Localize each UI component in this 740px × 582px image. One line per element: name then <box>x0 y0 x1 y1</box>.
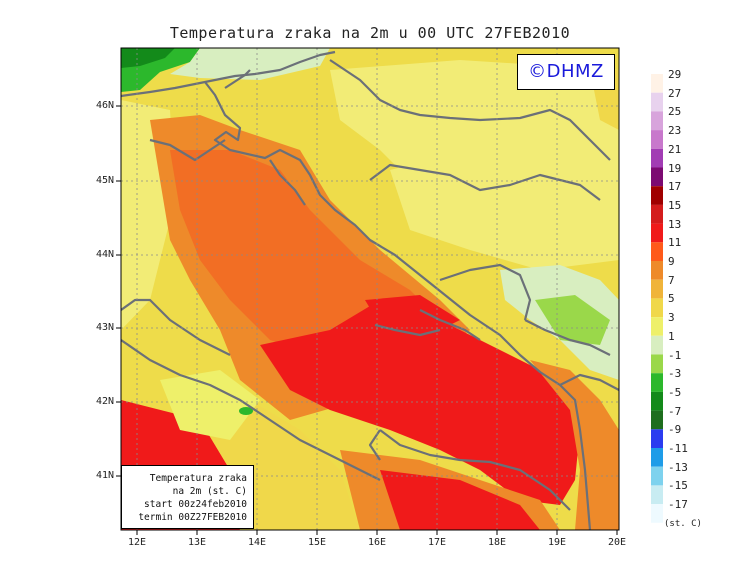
legend-swatch <box>651 186 663 205</box>
legend-swatch <box>651 410 663 430</box>
legend-label: 27 <box>668 86 682 100</box>
legend-label: -7 <box>668 404 682 418</box>
legend-label: 19 <box>668 161 682 175</box>
legend-label: 13 <box>668 217 682 231</box>
lat-label-43n: 43N <box>95 322 114 333</box>
legend-label: 5 <box>668 292 675 306</box>
legend-swatch <box>651 167 663 187</box>
legend-label: -17 <box>668 498 688 512</box>
lon-label-15e: 15E <box>307 537 327 548</box>
lat-label-45n: 45N <box>95 175 114 186</box>
legend-swatch <box>651 466 663 486</box>
legend-swatch <box>651 504 663 523</box>
ionian-red <box>380 470 540 530</box>
inland-green <box>535 295 610 345</box>
legend-label: 23 <box>668 124 682 138</box>
legend-swatch <box>651 242 663 261</box>
info-line-3: start 00z24feb2010 <box>144 499 247 510</box>
legend-label: 11 <box>668 236 682 250</box>
legend-units: (st. C) <box>664 519 702 529</box>
legend-label: -1 <box>668 348 682 362</box>
info-line-4: termin 00Z27FEB2010 <box>138 512 247 523</box>
legend-swatch <box>651 74 663 93</box>
legend-label: 3 <box>668 311 675 325</box>
lat-label-44n: 44N <box>95 249 114 260</box>
legend-label: -11 <box>668 442 688 455</box>
sea-red <box>260 300 580 505</box>
legend-swatch <box>651 130 663 149</box>
legend-swatch <box>651 317 663 336</box>
plot-frame <box>120 47 620 531</box>
coast-orange <box>530 360 619 530</box>
legend-swatch <box>651 223 663 243</box>
lon-label-18e: 18E <box>487 537 507 548</box>
info-line-1: Temperatura zraka <box>149 473 247 484</box>
legend-swatch <box>651 298 663 318</box>
legend-colorbar <box>651 74 663 523</box>
lon-label-20e: 20E <box>607 537 627 548</box>
legend-label: -13 <box>668 460 688 474</box>
inland-light-2 <box>390 140 619 270</box>
legend-swatch <box>651 111 663 131</box>
alps-dark <box>121 48 175 68</box>
legend-swatch <box>651 373 663 392</box>
legend-label: 17 <box>668 180 682 194</box>
field-layer <box>121 48 619 530</box>
legend-swatch <box>651 148 663 168</box>
legend-swatch <box>651 485 663 505</box>
legend-label: 29 <box>668 68 682 81</box>
axis-ticks <box>116 105 618 535</box>
legend-swatch <box>651 92 663 112</box>
lon-label-19e: 19E <box>547 537 567 548</box>
legend-swatch <box>651 261 663 280</box>
legend-label: 25 <box>668 105 682 119</box>
legend-label: -15 <box>668 479 688 493</box>
legend-label: 15 <box>668 198 682 212</box>
legend-label: 7 <box>668 273 675 287</box>
info-box: Temperatura zraka na 2m (st. C) start 00… <box>121 465 254 529</box>
legend-label: -5 <box>668 385 682 399</box>
lon-label-16e: 16E <box>367 537 387 548</box>
green-spot <box>239 407 253 415</box>
map-title: Temperatura zraka na 2m u 00 UTC 27FEB20… <box>169 24 571 42</box>
italy-light-2 <box>160 370 260 440</box>
lon-label-12e: 12E <box>127 537 147 548</box>
lon-label-13e: 13E <box>187 537 207 548</box>
legend-swatch <box>651 448 663 467</box>
legend-swatch <box>651 429 663 448</box>
legend-swatch <box>651 391 663 411</box>
lat-label-41n: 41N <box>95 470 114 481</box>
legend-label: 9 <box>668 255 675 268</box>
lon-label-17e: 17E <box>427 537 447 548</box>
legend-swatch <box>651 204 663 224</box>
alps-pale <box>150 48 330 80</box>
dhmz-logo: ©DHMZ <box>517 54 615 90</box>
lat-label-42n: 42N <box>95 396 114 407</box>
legend-label: 1 <box>668 329 675 343</box>
sea-red-2 <box>365 295 460 335</box>
lon-label-14e: 14E <box>247 537 267 548</box>
legend-label: 21 <box>668 142 682 156</box>
lat-label-46n: 46N <box>95 100 114 111</box>
legend-swatch <box>651 335 663 355</box>
legend-label: -3 <box>668 367 682 381</box>
graticule <box>121 48 619 530</box>
info-line-2: na 2m (st. C) <box>172 486 247 497</box>
legend-swatch <box>651 354 663 374</box>
legend-label: -9 <box>668 423 682 437</box>
legend-swatch <box>651 279 663 299</box>
